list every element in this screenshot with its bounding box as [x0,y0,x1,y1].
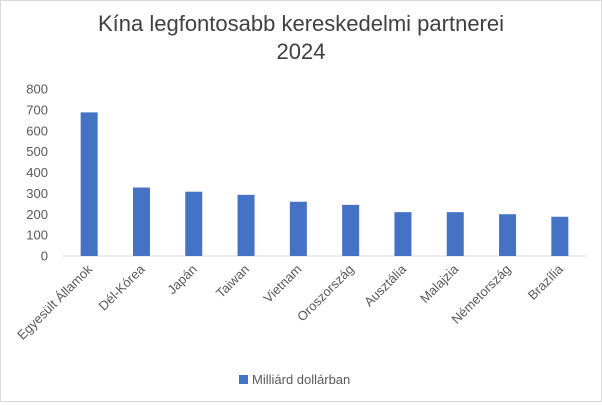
x-category-label: Brazília [525,261,567,303]
y-tick-label: 800 [26,82,48,97]
bar [132,187,150,256]
y-tick-label: 700 [26,102,48,117]
x-axis-labels: Egyesült Államok Dél-Kórea Japán Taiwan Viet… [14,261,566,343]
legend-label: Milliárd dollárban [252,372,350,387]
y-tick-label: 100 [26,228,48,243]
legend: Milliárd dollárban [239,372,350,387]
x-category-label: Oroszország [294,262,357,325]
bar [342,204,360,256]
bar [185,191,203,256]
y-tick-label: 400 [26,165,48,180]
y-tick-label: 300 [26,186,48,201]
legend-swatch [239,375,248,384]
x-category-label: Malajzia [417,261,462,306]
x-category-label: Ausztália [361,261,409,309]
y-axis: 0 100 200 300 400 500 600 700 800 [26,82,48,264]
bar [237,194,255,256]
chart-title-line-2: 2024 [277,39,326,64]
bar [289,201,307,256]
bars [80,112,569,256]
y-tick-label: 600 [26,123,48,138]
x-category-label: Vietnam [260,262,304,306]
bar [551,216,569,256]
y-tick-label: 0 [41,249,48,264]
bar [394,212,412,256]
x-category-label: Taiwan [213,262,252,301]
bar [446,212,464,256]
x-category-label: Egyesült Államok [14,261,95,342]
chart-title-line-1: Kína legfontosabb kereskedelmi partnerei [98,11,504,36]
y-tick-label: 200 [26,207,48,222]
x-category-label: Dél-Kórea [96,261,149,314]
bar [499,214,517,256]
x-category-label: Japán [164,262,200,298]
y-tick-label: 500 [26,144,48,159]
bar [80,112,98,256]
